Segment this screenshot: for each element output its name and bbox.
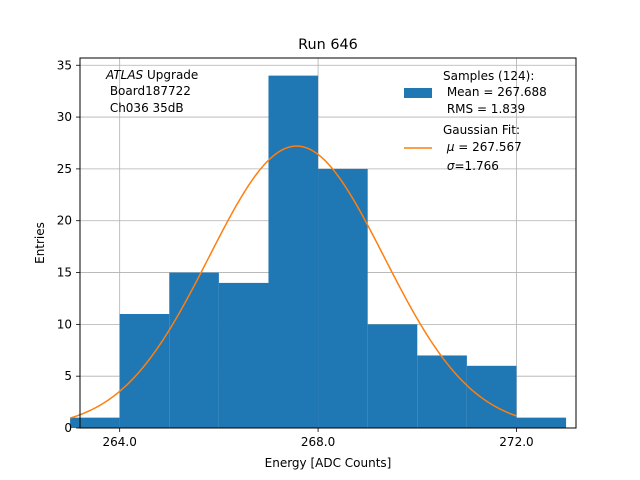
x-tick-label-2: 272.0 xyxy=(499,435,533,449)
gaussian-fit-curve xyxy=(69,145,517,419)
histogram-bar-4 xyxy=(268,75,319,428)
histogram-bar-9 xyxy=(516,417,567,428)
y-tick-label-1: 5 xyxy=(64,369,72,383)
x-axis: 264.0 268.0 272.0 xyxy=(103,428,534,449)
y-tick-label-6: 30 xyxy=(57,110,72,124)
annotation-line-1: ATLAS Upgrade xyxy=(105,68,198,82)
x-axis-label: Energy [ADC Counts] xyxy=(265,456,392,470)
annotation-board: Board187722 xyxy=(106,84,191,98)
y-axis: 0 5 10 15 20 25 30 35 xyxy=(57,58,80,435)
histogram-bar-7 xyxy=(417,355,467,428)
y-tick-label-7: 35 xyxy=(57,58,72,72)
atlas-annotation: ATLAS Upgrade Board187722 Ch036 35dB xyxy=(105,68,198,115)
histogram-bar-5 xyxy=(318,168,368,428)
y-tick-label-4: 20 xyxy=(57,214,72,228)
sigma-value: =1.766 xyxy=(454,159,498,173)
mu-value: = 267.567 xyxy=(454,140,521,154)
histogram-bar-3 xyxy=(218,282,269,428)
y-tick-label-2: 10 xyxy=(57,317,72,331)
legend-samples-swatch xyxy=(404,88,432,98)
histogram-bar-6 xyxy=(367,324,418,428)
plot-frame xyxy=(79,57,577,429)
histogram-bar-0 xyxy=(70,417,120,428)
annotation-channel: Ch036 35dB xyxy=(106,101,184,115)
chart-title: Run 646 xyxy=(298,37,358,53)
legend-fit-sigma: σ=1.766 xyxy=(443,159,499,173)
atlas-label: ATLAS xyxy=(105,68,144,82)
x-tick-label-0: 264.0 xyxy=(103,435,137,449)
legend: Samples (124): Mean = 267.688 RMS = 1.83… xyxy=(404,69,547,173)
gaussian-fit xyxy=(69,145,517,419)
mu-symbol: μ xyxy=(446,140,455,154)
legend-samples-mean: Mean = 267.688 xyxy=(443,85,547,99)
legend-fit-mu: μ = 267.567 xyxy=(443,140,522,154)
histogram-bar-1 xyxy=(119,313,170,428)
legend-samples-title: Samples (124): xyxy=(443,69,534,83)
histogram-bar-8 xyxy=(466,365,517,428)
histogram-bar-2 xyxy=(169,272,219,428)
legend-fit-title: Gaussian Fit: xyxy=(443,123,520,137)
y-axis-label: Entries xyxy=(33,222,47,264)
legend-samples-rms: RMS = 1.839 xyxy=(443,102,525,116)
x-tick-label-1: 268.0 xyxy=(301,435,335,449)
y-tick-label-3: 15 xyxy=(57,266,72,280)
histogram-bars xyxy=(70,75,567,428)
y-tick-label-0: 0 xyxy=(64,421,72,435)
sigma-symbol: σ xyxy=(447,159,455,173)
y-tick-label-5: 25 xyxy=(57,162,72,176)
upgrade-label: Upgrade xyxy=(143,68,198,82)
